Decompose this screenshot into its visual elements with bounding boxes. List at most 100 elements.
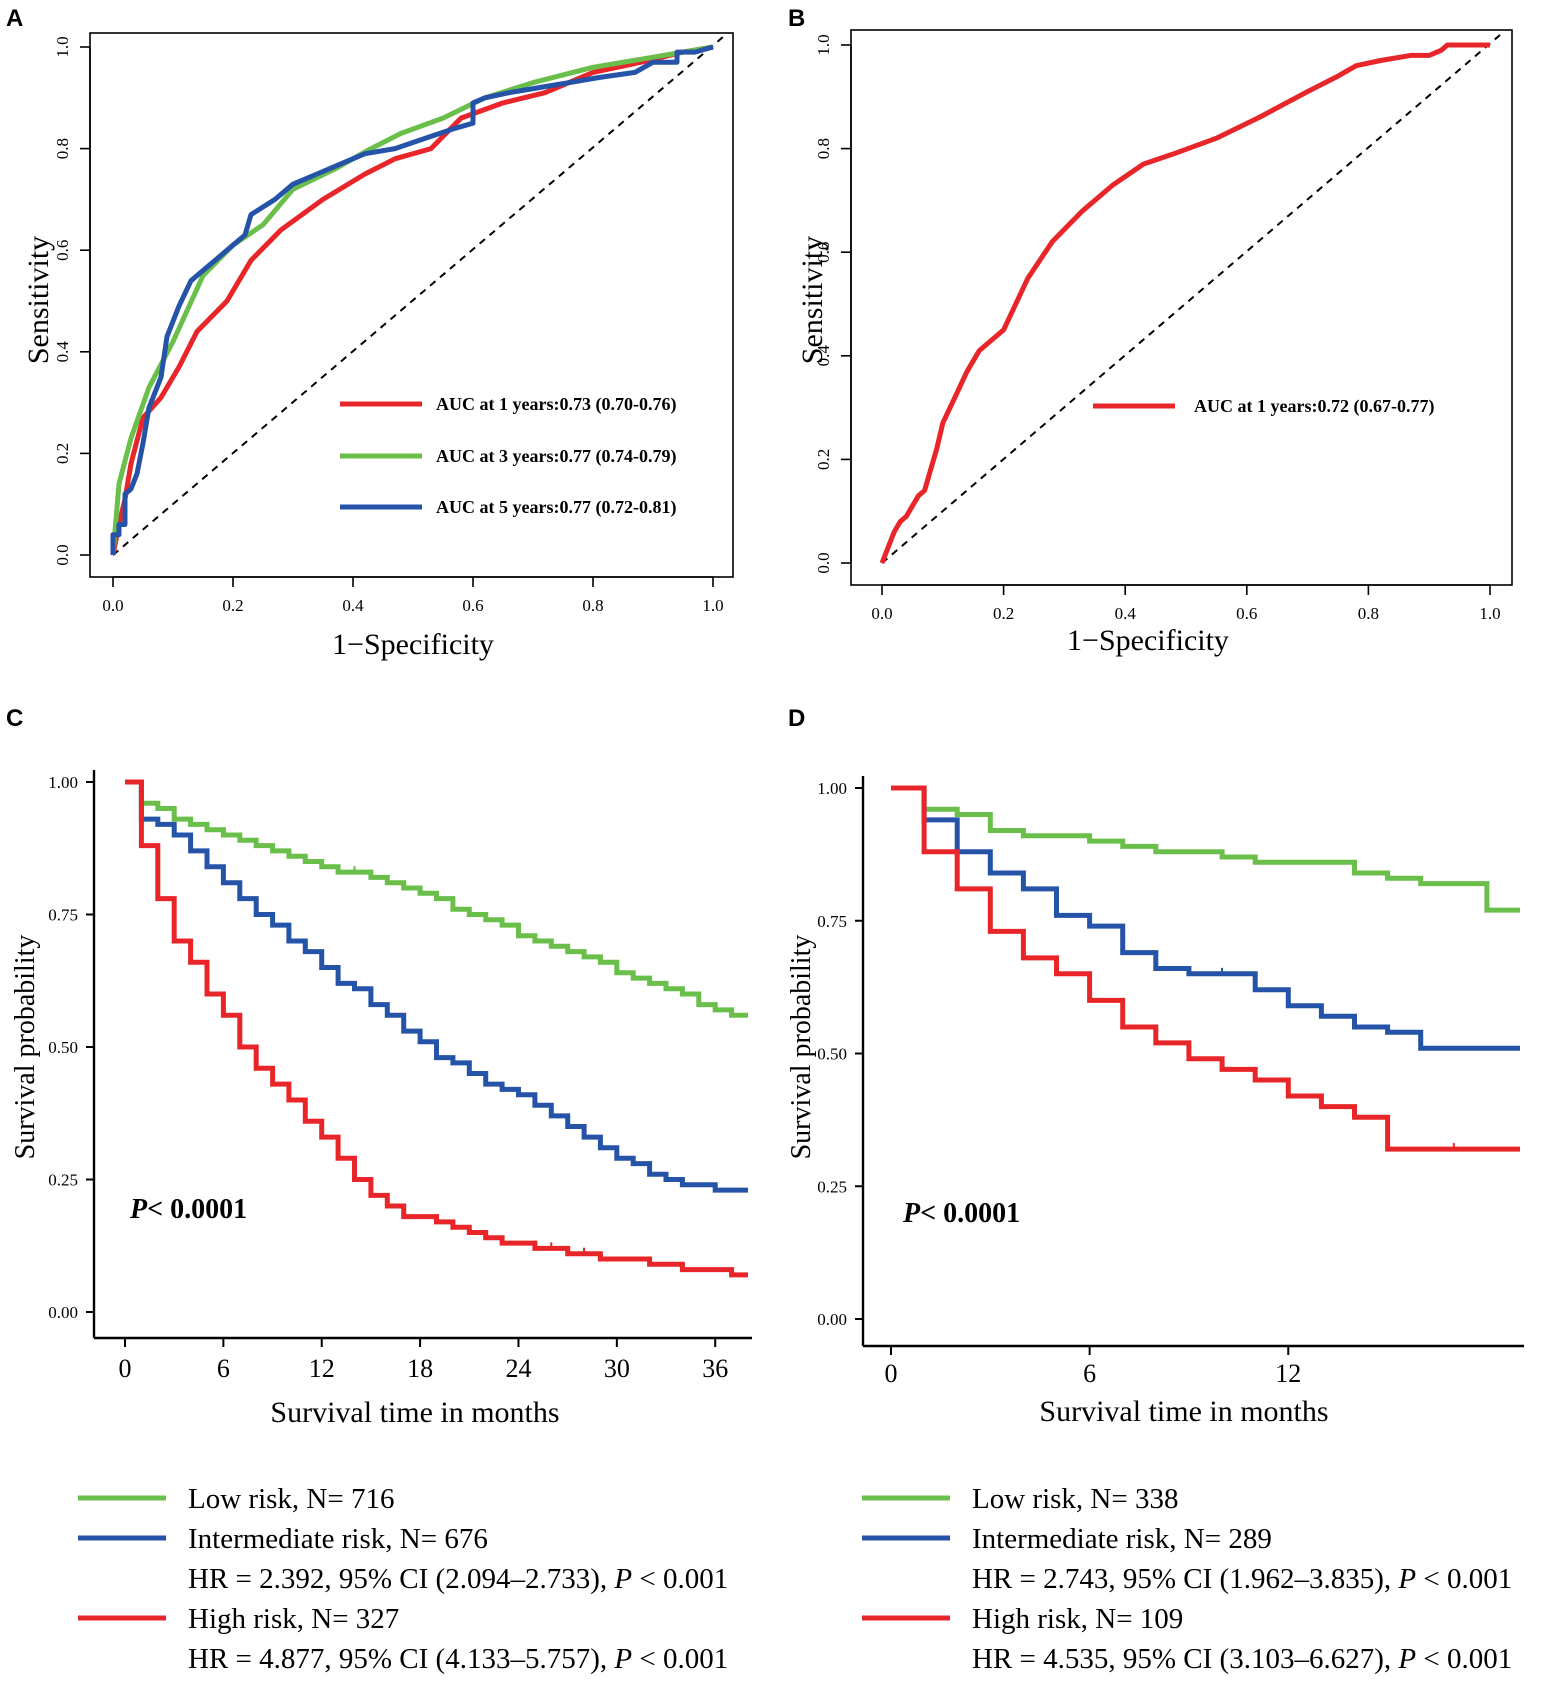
panel-label-d: D [788, 705, 805, 732]
x-tick-label-c: 36 [702, 1354, 728, 1383]
y-tick-label-b: 1.0 [814, 34, 833, 55]
legend-p-italic-c: P [613, 1643, 632, 1675]
reference-diagonal-b [881, 34, 1501, 564]
panel-label-b: B [788, 5, 805, 32]
legend-label-a-blue: AUC at 5 years:0.77 (0.72-0.81) [436, 497, 676, 518]
legend-hr-d-blue: HR = 2.743, 95% CI (1.962–3.835), P < 0.… [972, 1563, 1512, 1595]
x-tick-label-b: 0.0 [871, 604, 892, 623]
km-curve-c-red [125, 779, 748, 1278]
p-italic-d: P [902, 1198, 921, 1229]
x-axis-title-c: Survival time in months [270, 1396, 559, 1429]
x-tick-label-a: 0.8 [582, 596, 603, 615]
panel-label-c: C [6, 705, 23, 732]
km-curve-d-red [891, 785, 1520, 1152]
y-tick-label-d: 0.75 [817, 912, 847, 931]
legend-label-a-red: AUC at 1 years:0.73 (0.70-0.76) [436, 394, 676, 415]
x-tick-label-d: 12 [1275, 1359, 1301, 1388]
x-tick-label-a: 1.0 [702, 596, 723, 615]
legend-hr-ci-c: HR = 2.392, 95% CI (2.094–2.733), [188, 1563, 614, 1595]
x-tick-label-a: 0.6 [462, 596, 483, 615]
y-tick-label-d: 0.25 [817, 1177, 847, 1196]
y-axis-title-b: Sensitivity [796, 236, 829, 364]
y-tick-label-b: 0.6 [814, 242, 833, 263]
y-tick-label-c: 0.50 [48, 1038, 78, 1057]
y-tick-label-b: 0.8 [814, 138, 833, 159]
panel-c-km: 0 6 12 18 24 30 36 0.00 0.25 0.50 0.75 1.00 Survival… [10, 770, 752, 1675]
p-value-annotation-c: P< 0.0001 [129, 1194, 247, 1225]
roc-curve-b-red [879, 42, 1490, 564]
legend-label-a-green: AUC at 3 years:0.77 (0.74-0.79) [436, 446, 676, 467]
y-tick-label-a: 0.2 [53, 443, 72, 464]
x-tick-label-c: 30 [604, 1354, 630, 1383]
x-tick-label-c: 12 [309, 1354, 335, 1383]
y-tick-label-c: 0.00 [48, 1303, 78, 1322]
x-tick-label-b: 1.0 [1479, 604, 1500, 623]
y-tick-label-a: 0.6 [53, 240, 72, 261]
x-tick-label-d: 6 [1083, 1359, 1096, 1388]
y-axis-title-d: Survival probability [786, 935, 817, 1160]
x-axis-title-b: 1−Specificity [1067, 624, 1229, 657]
legend-hr-d-red: HR = 4.535, 95% CI (3.103–6.627), P < 0.… [972, 1643, 1512, 1675]
panel-a-roc: 0.0 0.2 0.4 0.6 0.8 1.0 0.0 0.2 0.4 0.6 0.8 1.0 1−Sp… [22, 32, 734, 661]
legend-hr-ci-d: HR = 2.743, 95% CI (1.962–3.835), [972, 1563, 1398, 1595]
legend-hr-ci-d: HR = 4.535, 95% CI (3.103–6.627), [972, 1643, 1398, 1675]
panel-b-roc: 0.0 0.2 0.4 0.6 0.8 1.0 0.0 0.2 0.4 0.6 0.8 1.0 1−Sp… [796, 29, 1513, 657]
y-tick-label-c: 0.75 [48, 906, 78, 925]
km-curve-d-blue [891, 785, 1520, 1051]
x-tick-label-c: 24 [505, 1354, 531, 1383]
legend-label-b-red: AUC at 1 years:0.72 (0.67-0.77) [1194, 396, 1434, 417]
x-axis-title-a: 1−Specificity [332, 628, 494, 661]
legend-p-value-d: < 0.001 [1416, 1643, 1512, 1675]
p-italic-c: P [129, 1194, 148, 1225]
legend-label-c-green: Low risk, N= 716 [188, 1483, 394, 1515]
legend-label-c-red: High risk, N= 327 [188, 1603, 399, 1635]
panel-label-a: A [6, 5, 23, 32]
legend-label-d-green: Low risk, N= 338 [972, 1483, 1178, 1515]
roc-curve-a-blue [110, 44, 714, 555]
y-tick-label-a: 0.8 [53, 138, 72, 159]
x-axis-title-d: Survival time in months [1039, 1395, 1328, 1428]
y-axis-title-a: Sensitivity [22, 236, 55, 364]
legend-p-value-c: < 0.001 [632, 1643, 728, 1675]
y-tick-label-d: 1.00 [817, 779, 847, 798]
km-curve-c-blue [125, 779, 748, 1193]
x-tick-label-c: 6 [217, 1354, 230, 1383]
x-tick-label-b: 0.6 [1236, 604, 1257, 623]
x-tick-label-d: 0 [885, 1359, 898, 1388]
y-tick-label-d: 0.00 [817, 1310, 847, 1329]
legend-p-value-d: < 0.001 [1416, 1563, 1512, 1595]
y-tick-label-c: 0.25 [48, 1171, 78, 1190]
y-tick-label-b: 0.4 [814, 345, 833, 367]
panel-d-km: 0 6 12 0.00 0.25 0.50 0.75 1.00 Survival time in… [786, 776, 1524, 1675]
roc-curve-a-green [110, 44, 714, 556]
reference-diagonal-a [112, 36, 724, 556]
x-tick-label-b: 0.4 [1115, 604, 1137, 623]
y-tick-label-a: 1.0 [53, 36, 72, 57]
x-tick-label-a: 0.4 [342, 596, 364, 615]
legend-label-c-blue: Intermediate risk, N= 676 [188, 1523, 488, 1555]
legend-hr-c-red: HR = 4.877, 95% CI (4.133–5.757), P < 0.… [188, 1643, 728, 1675]
legend-p-italic-d: P [1397, 1563, 1416, 1595]
km-curve-d-green [891, 785, 1520, 913]
x-tick-label-b: 0.2 [993, 604, 1014, 623]
p-value-annotation-d: P< 0.0001 [902, 1198, 1020, 1229]
y-tick-label-d: 0.50 [817, 1045, 847, 1064]
y-tick-label-a: 0.0 [53, 544, 72, 565]
legend-p-italic-d: P [1397, 1643, 1416, 1675]
x-tick-label-c: 18 [407, 1354, 433, 1383]
legend-hr-ci-c: HR = 4.877, 95% CI (4.133–5.757), [188, 1643, 614, 1675]
y-tick-label-b: 0.0 [814, 552, 833, 573]
x-tick-label-a: 0.0 [102, 596, 123, 615]
legend-label-d-red: High risk, N= 109 [972, 1603, 1183, 1635]
p-value-text-c: < 0.0001 [147, 1194, 247, 1225]
y-tick-label-c: 1.00 [48, 773, 78, 792]
p-value-text-d: < 0.0001 [920, 1198, 1020, 1229]
x-tick-label-c: 0 [119, 1354, 132, 1383]
x-tick-label-b: 0.8 [1358, 604, 1379, 623]
legend-label-d-blue: Intermediate risk, N= 289 [972, 1523, 1272, 1555]
y-tick-label-b: 0.2 [814, 449, 833, 470]
legend-p-value-c: < 0.001 [632, 1563, 728, 1595]
legend-hr-c-blue: HR = 2.392, 95% CI (2.094–2.733), P < 0.… [188, 1563, 728, 1595]
y-tick-label-a: 0.4 [53, 341, 72, 363]
